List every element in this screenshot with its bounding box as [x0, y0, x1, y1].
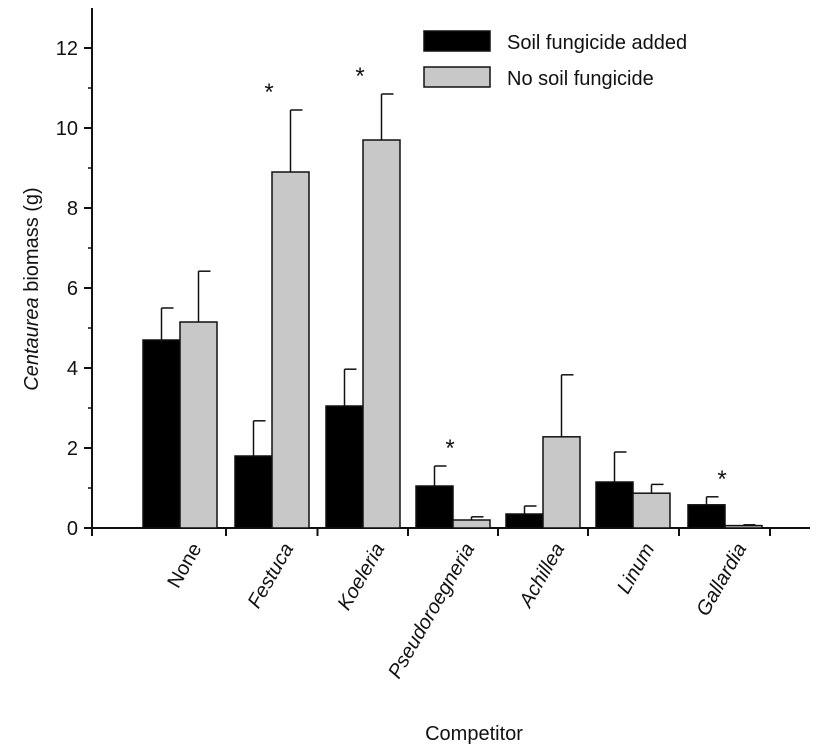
bar-no-fungicide-none: [179, 321, 218, 529]
bars: [142, 93, 763, 529]
y-tick-label: 10: [56, 118, 78, 140]
bar-fungicide-added-achillea: [505, 513, 544, 529]
y-axis-label: Centaurea biomass (g): [21, 187, 43, 390]
significance-marker: *: [717, 466, 726, 493]
y-tick-label: 12: [56, 38, 78, 60]
legend-entry: No soil fungicide: [507, 68, 654, 90]
x-tick-label: Koeleria: [334, 540, 390, 615]
bar-fungicide-added-gallardia: [687, 504, 726, 529]
bar-fungicide-added-linum: [595, 481, 634, 529]
bar-no-fungicide-linum: [632, 492, 671, 529]
y-tick-label: 2: [67, 438, 78, 460]
y-tick-label: 4: [67, 358, 78, 380]
significance-marker: *: [264, 79, 273, 106]
significance-marker: *: [445, 435, 454, 462]
bar-no-fungicide-festuca: [271, 171, 310, 529]
bar-fungicide-added-festuca: [234, 455, 273, 529]
x-tick-label: Gallardia: [692, 540, 751, 620]
bar-no-fungicide-gallardia: [724, 524, 763, 529]
bar-fungicide-added-pseudoroegneria: [415, 485, 454, 529]
bar-no-fungicide-achillea: [542, 436, 581, 529]
legend: Soil fungicide added No soil fungicide: [423, 30, 687, 90]
bar-no-fungicide-koeleria: [362, 139, 401, 529]
y-tick-label: 6: [67, 278, 78, 300]
legend-swatch: [423, 30, 491, 52]
y-tick-label: 0: [67, 518, 78, 540]
bar-fungicide-added-koeleria: [325, 405, 364, 529]
x-tick-label: Linum: [613, 540, 659, 598]
x-tick-label: Festuca: [244, 540, 299, 613]
x-tick-label: None: [163, 540, 206, 592]
y-tick-label: 8: [67, 198, 78, 220]
significance-marker: *: [355, 63, 364, 90]
bar-no-fungicide-pseudoroegneria: [452, 519, 491, 529]
x-tick-label: Achillea: [515, 540, 570, 613]
x-axis-label: Competitor: [425, 723, 523, 745]
legend-entry: Soil fungicide added: [507, 32, 687, 54]
bar-fungicide-added-none: [142, 339, 181, 529]
x-tick-label: Pseudoroegneria: [384, 540, 479, 683]
legend-swatch: [423, 66, 491, 88]
